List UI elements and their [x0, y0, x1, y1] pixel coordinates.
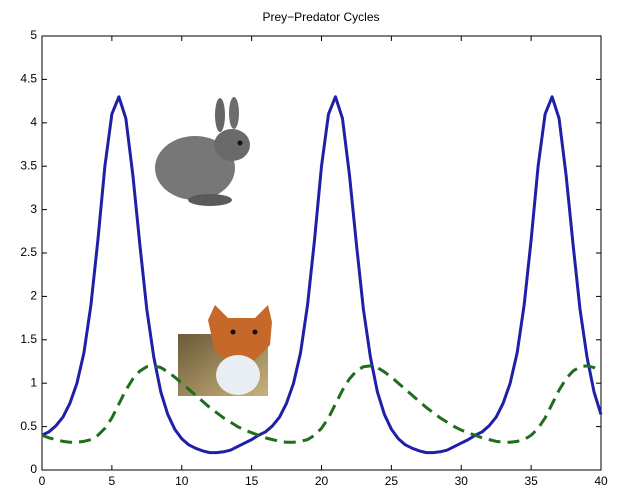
- y-tick-label: 2: [30, 289, 37, 303]
- x-tick-label: 0: [39, 474, 46, 488]
- plot-frame: [42, 36, 601, 470]
- y-tick-label: 2.5: [20, 245, 37, 259]
- x-tick-label: 35: [524, 474, 538, 488]
- series-line: [42, 366, 601, 442]
- y-tick-label: 1.5: [20, 332, 37, 346]
- x-tick-label: 5: [109, 474, 116, 488]
- y-tick-label: 0: [30, 462, 37, 476]
- y-tick-label: 3: [30, 202, 37, 216]
- series-line: [42, 97, 601, 453]
- x-tick-label: 40: [594, 474, 608, 488]
- x-tick-label: 15: [245, 474, 259, 488]
- x-tick-label: 25: [385, 474, 399, 488]
- y-tick-label: 4.5: [20, 72, 37, 86]
- x-tick-label: 30: [455, 474, 469, 488]
- chart-title: Prey−Predator Cycles: [262, 10, 379, 24]
- fox-picture: [178, 305, 272, 396]
- rabbit-picture: [155, 97, 250, 206]
- x-tick-label: 20: [315, 474, 329, 488]
- y-tick-label: 1: [30, 375, 37, 389]
- y-tick-label: 5: [30, 28, 37, 42]
- x-tick-label: 10: [175, 474, 189, 488]
- chart: Prey−Predator Cycles 051015202530354000.…: [0, 0, 617, 496]
- y-tick-label: 4: [30, 115, 37, 129]
- y-tick-label: 0.5: [20, 419, 37, 433]
- y-tick-label: 3.5: [20, 158, 37, 172]
